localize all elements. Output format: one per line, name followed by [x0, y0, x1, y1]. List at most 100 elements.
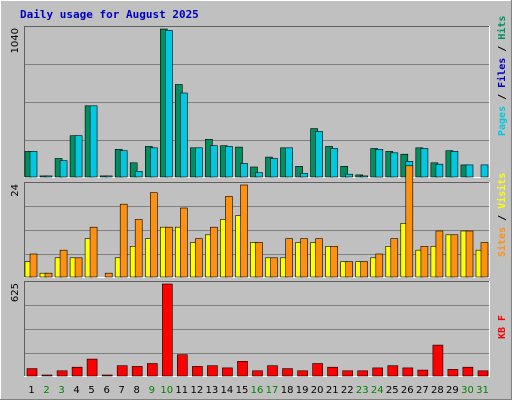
bar-files-day-18: [285, 147, 293, 178]
bar-kb-f-day-15: [237, 360, 248, 377]
x-tick-label: 27: [416, 385, 429, 396]
bar-files-day-25: [390, 152, 399, 178]
legend-3: KB F: [497, 315, 508, 339]
bar-hits-day-15: [235, 146, 243, 178]
x-axis-labels: 1 2 3 4 5 6 7 8 9 10 11 12 13 14 15 16 17 18 19 20 21 22 23 24 2…: [28, 385, 489, 396]
bar-sites-day-10: [165, 226, 173, 278]
x-tick-label: 28: [431, 385, 444, 396]
x-tick-label: 1: [28, 385, 34, 396]
bar-sites-day-21: [330, 246, 339, 278]
x-tick-label: 16: [251, 385, 264, 396]
bar-files-day-30: [465, 164, 474, 178]
bar-sites-day-1: [29, 253, 38, 278]
bar-sites-day-27: [420, 246, 429, 278]
bar-kb-f-day-7: [116, 365, 128, 377]
x-tick-label: 20: [311, 385, 324, 396]
x-tick-label: 24: [371, 385, 384, 396]
bar-sites-day-24: [375, 253, 384, 278]
legend-entry: Files: [496, 58, 508, 88]
panel-3: 625 KB F: [10, 281, 508, 377]
bar-sites-day-3: [59, 249, 68, 278]
bar-files-day-4: [74, 135, 83, 178]
bar-files-day-19: [300, 173, 308, 178]
x-tick-label: 5: [88, 385, 94, 396]
bar-kb-f-day-25: [387, 365, 399, 377]
bar-files-day-27: [420, 148, 429, 178]
bar-kb-f-day-6: [101, 374, 113, 377]
bar-kb-f-day-21: [327, 366, 338, 377]
bar-hits-day-22: [340, 166, 349, 178]
bar-sites-day-19: [300, 238, 308, 278]
bar-sites-day-12: [195, 238, 203, 278]
bar-kb-f-day-31: [477, 370, 489, 377]
bar-sites-day-31: [480, 242, 489, 278]
x-tick-label: 17: [266, 385, 279, 396]
bar-files-day-8: [134, 171, 143, 178]
bar-sites-day-30: [465, 230, 474, 278]
bar-files-day-20: [315, 131, 323, 178]
bar-sites-day-25: [390, 238, 399, 278]
x-tick-label: 18: [281, 385, 294, 396]
bar-kb-f-day-24: [372, 367, 384, 377]
bar-sites-day-11: [180, 207, 188, 278]
bar-files-day-12: [195, 147, 203, 178]
bar-files-day-9: [150, 147, 158, 178]
bar-kb-f-day-1: [26, 368, 38, 377]
legend-2: Sites / Visits: [496, 173, 508, 257]
legend-entry: Pages: [497, 106, 508, 136]
bar-sites-day-20: [315, 238, 323, 278]
x-tick-label: 29: [446, 385, 459, 396]
bar-kb-f-day-8: [131, 366, 143, 377]
bar-kb-f-day-18: [282, 368, 293, 377]
legend-entry: /: [497, 209, 508, 227]
legend-1: Pages / Files / Hits: [496, 16, 508, 136]
bar-files-day-13: [210, 145, 218, 178]
bar-kb-f-day-12: [192, 366, 203, 377]
x-tick-label: 21: [326, 385, 339, 396]
bar-kb-f-day-16: [252, 370, 263, 377]
bar-files-day-11: [180, 92, 188, 178]
bar-kb-f-day-17: [267, 365, 278, 377]
bar-kb-f-day-20: [312, 363, 323, 377]
bar-hits-day-19: [295, 166, 303, 178]
x-tick-label: 23: [356, 385, 369, 396]
bar-kb-f-day-28: [432, 344, 444, 377]
y-max-label: 1040: [10, 28, 21, 53]
x-tick-label: 14: [221, 385, 234, 396]
bar-sites-day-16: [255, 242, 263, 278]
bar-files-day-5: [89, 105, 98, 178]
panel-2: 24 Sites / Visits: [10, 165, 508, 278]
bar-kb-f-day-30: [462, 366, 474, 377]
y-max-label: 24: [10, 184, 21, 197]
legend-entry: Hits: [496, 16, 508, 40]
bar-kb-f-day-26: [402, 367, 414, 377]
bar-sites-day-29: [450, 234, 459, 278]
bar-kb-f-day-13: [207, 365, 218, 377]
x-tick-label: 12: [191, 385, 204, 396]
legend-entry: /: [497, 40, 508, 58]
x-tick-label: 10: [160, 385, 173, 396]
bar-files-day-6: [104, 175, 113, 178]
bar-kb-f-day-29: [447, 369, 459, 377]
x-tick-label: 6: [104, 385, 110, 396]
x-tick-label: 30: [461, 385, 474, 396]
legend-entry: Visits: [496, 173, 508, 209]
x-tick-label: 4: [73, 385, 79, 396]
x-tick-label: 25: [386, 385, 399, 396]
bar-hits-day-16: [250, 166, 258, 178]
bar-sites-day-6: [104, 272, 113, 278]
y-max-label: 625: [10, 283, 21, 302]
bar-files-day-10: [165, 30, 173, 178]
x-tick-label: 11: [175, 385, 188, 396]
bar-sites-day-26: [405, 165, 414, 278]
legend-entry: KB F: [497, 315, 508, 339]
bar-kb-f-day-27: [417, 369, 429, 377]
bar-kb-f-day-11: [177, 354, 188, 377]
bar-files-day-2: [44, 175, 53, 178]
bar-files-day-14: [225, 146, 233, 178]
bar-sites-day-2: [44, 272, 53, 278]
x-tick-label: 7: [119, 385, 125, 396]
x-tick-label: 15: [236, 385, 249, 396]
bar-sites-day-9: [150, 192, 158, 278]
bar-sites-day-15: [240, 184, 248, 278]
